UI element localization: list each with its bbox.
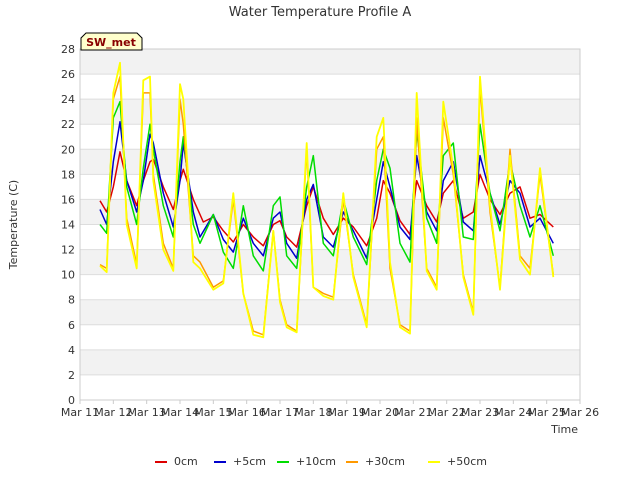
x-tick-label: Mar 17 — [261, 406, 299, 419]
y-tick-label: 28 — [61, 43, 75, 56]
plot-band — [80, 299, 580, 325]
y-tick-label: 22 — [61, 118, 75, 131]
plot-band — [80, 324, 580, 350]
plot-band — [80, 249, 580, 275]
x-tick-label: Mar 19 — [328, 406, 366, 419]
y-tick-label: 26 — [61, 68, 75, 81]
plot-band — [80, 99, 580, 125]
legend-label: +50cm — [447, 455, 487, 468]
series-line-plus-10cm — [99, 100, 555, 272]
y-tick-label: 10 — [61, 269, 75, 282]
y-tick-label: 0 — [68, 394, 75, 407]
legend-label: +5cm — [233, 455, 266, 468]
plot-frame — [79, 48, 581, 401]
x-tick-label: Mar 11 — [61, 406, 99, 419]
legend-item: +5cm — [214, 455, 266, 468]
series-line-plus-50cm — [99, 61, 555, 339]
x-tick-label: Mar 20 — [361, 406, 399, 419]
plot-band — [80, 149, 580, 175]
site-label: SW_met — [86, 36, 136, 49]
x-tick-label: Mar 12 — [94, 406, 132, 419]
x-axis-label: Time — [550, 423, 578, 436]
legend-item: +10cm — [277, 455, 336, 468]
x-tick-label: Mar 25 — [528, 406, 566, 419]
site-label-box: SW_met — [80, 32, 143, 51]
x-tick-label: Mar 21 — [394, 406, 432, 419]
y-tick-label: 12 — [61, 244, 75, 257]
x-tick-label: Mar 16 — [228, 406, 266, 419]
plot-band — [80, 124, 580, 150]
y-tick-label: 2 — [68, 369, 75, 382]
chart-title: Water Temperature Profile A — [229, 5, 412, 20]
y-tick-label: 18 — [61, 168, 75, 181]
y-tick-label: 6 — [68, 319, 75, 332]
legend: 0cm +5cm +10cm +30cm +50cm — [155, 455, 487, 468]
y-tick-label: 20 — [61, 143, 75, 156]
y-tick-label: 24 — [61, 93, 75, 106]
x-tick-label: Mar 15 — [194, 406, 232, 419]
series-lines — [99, 61, 555, 339]
x-tick-label: Mar 13 — [128, 406, 166, 419]
legend-label: 0cm — [174, 455, 198, 468]
plot-band — [80, 49, 580, 75]
x-tick-label: Mar 18 — [294, 406, 332, 419]
x-tick-label: Mar 26 — [561, 406, 599, 419]
legend-item: +50cm — [428, 455, 487, 468]
plot-band — [80, 374, 580, 400]
legend-label: +30cm — [365, 455, 405, 468]
y-axis-label: Temperature (C) — [7, 180, 20, 270]
x-tick-label: Mar 24 — [494, 406, 532, 419]
series-line-plus-5cm — [99, 120, 554, 260]
legend-item: +30cm — [346, 455, 405, 468]
legend-item: 0cm — [155, 455, 198, 468]
y-tick-label: 4 — [68, 344, 75, 357]
plot-band — [80, 349, 580, 375]
legend-label: +10cm — [296, 455, 336, 468]
plot-band — [80, 74, 580, 100]
x-tick-label: Mar 14 — [161, 406, 199, 419]
y-tick-label: 16 — [61, 193, 75, 206]
x-tick-label: Mar 23 — [461, 406, 499, 419]
y-tick-label: 8 — [68, 294, 75, 307]
y-tick-label: 14 — [61, 219, 75, 232]
x-tick-label: Mar 22 — [428, 406, 466, 419]
